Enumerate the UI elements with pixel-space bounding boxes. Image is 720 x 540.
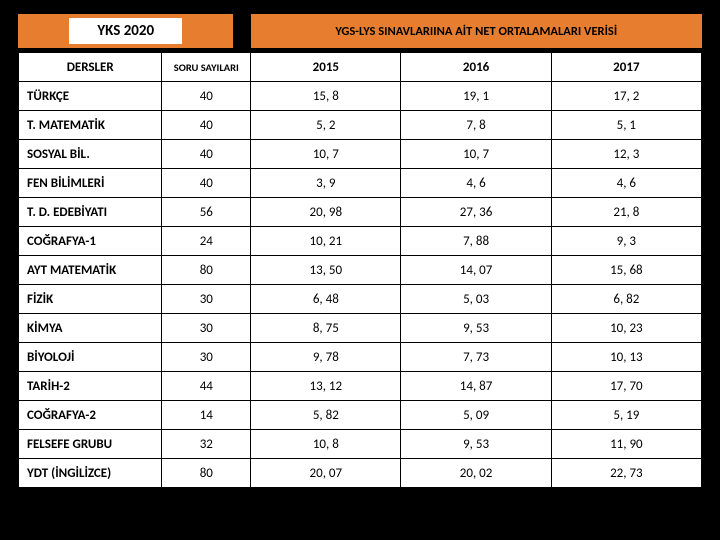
cell-value: 40 [162, 140, 251, 169]
cell-value: 5, 19 [551, 401, 701, 430]
cell-value: 6, 48 [251, 285, 401, 314]
cell-value: 9, 53 [401, 430, 551, 459]
cell-value: 5, 03 [401, 285, 551, 314]
table-row: YDT (İNGİLİZCE)8020, 0720, 0222, 73 [19, 459, 702, 488]
cell-value: 7, 8 [401, 111, 551, 140]
cell-value: 30 [162, 285, 251, 314]
header-right: YGS-LYS SINAVLARIINA AİT NET ORTALAMALAR… [251, 14, 702, 48]
cell-value: 10, 7 [251, 140, 401, 169]
table-row: T. MATEMATİK405, 27, 85, 1 [19, 111, 702, 140]
cell-value: 22, 73 [551, 459, 701, 488]
cell-value: 14 [162, 401, 251, 430]
table-row: T. D. EDEBİYATI5620, 9827, 3621, 8 [19, 198, 702, 227]
cell-subject: FEN BİLİMLERİ [19, 169, 162, 198]
cell-subject: SOSYAL BİL. [19, 140, 162, 169]
cell-value: 9, 78 [251, 343, 401, 372]
cell-value: 80 [162, 256, 251, 285]
table-row: KİMYA308, 759, 5310, 23 [19, 314, 702, 343]
cell-value: 10, 21 [251, 227, 401, 256]
cell-subject: TARİH-2 [19, 372, 162, 401]
table-row: BİYOLOJİ309, 787, 7310, 13 [19, 343, 702, 372]
cell-value: 11, 90 [551, 430, 701, 459]
cell-subject: T. MATEMATİK [19, 111, 162, 140]
cell-value: 40 [162, 111, 251, 140]
cell-value: 9, 53 [401, 314, 551, 343]
header-left: YKS 2020 [18, 14, 233, 48]
col-2016: 2016 [401, 53, 551, 82]
cell-value: 7, 73 [401, 343, 551, 372]
cell-value: 4, 6 [401, 169, 551, 198]
table-row: SOSYAL BİL.4010, 710, 712, 3 [19, 140, 702, 169]
cell-subject: YDT (İNGİLİZCE) [19, 459, 162, 488]
cell-value: 80 [162, 459, 251, 488]
cell-subject: T. D. EDEBİYATI [19, 198, 162, 227]
cell-value: 3, 9 [251, 169, 401, 198]
cell-value: 27, 36 [401, 198, 551, 227]
cell-value: 44 [162, 372, 251, 401]
cell-subject: AYT MATEMATİK [19, 256, 162, 285]
cell-value: 15, 68 [551, 256, 701, 285]
header-left-title: YKS 2020 [69, 18, 182, 44]
table-body: TÜRKÇE4015, 819, 117, 2T. MATEMATİK405, … [19, 82, 702, 488]
cell-value: 40 [162, 82, 251, 111]
table-row: TÜRKÇE4015, 819, 117, 2 [19, 82, 702, 111]
cell-subject: TÜRKÇE [19, 82, 162, 111]
table-row: FELSEFE GRUBU3210, 89, 5311, 90 [19, 430, 702, 459]
cell-subject: COĞRAFYA-1 [19, 227, 162, 256]
cell-value: 20, 07 [251, 459, 401, 488]
cell-value: 19, 1 [401, 82, 551, 111]
cell-value: 5, 2 [251, 111, 401, 140]
col-2017: 2017 [551, 53, 701, 82]
cell-value: 20, 98 [251, 198, 401, 227]
data-table: DERSLER SORU SAYILARI 2015 2016 2017 TÜR… [18, 52, 702, 488]
cell-value: 7, 88 [401, 227, 551, 256]
col-2015: 2015 [251, 53, 401, 82]
table-row: FEN BİLİMLERİ403, 94, 64, 6 [19, 169, 702, 198]
table-row: AYT MATEMATİK8013, 5014, 0715, 68 [19, 256, 702, 285]
cell-subject: FELSEFE GRUBU [19, 430, 162, 459]
cell-value: 5, 1 [551, 111, 701, 140]
cell-value: 5, 09 [401, 401, 551, 430]
table-row: FİZİK306, 485, 036, 82 [19, 285, 702, 314]
cell-value: 17, 2 [551, 82, 701, 111]
cell-value: 17, 70 [551, 372, 701, 401]
cell-subject: FİZİK [19, 285, 162, 314]
cell-value: 20, 02 [401, 459, 551, 488]
cell-value: 21, 8 [551, 198, 701, 227]
cell-value: 10, 23 [551, 314, 701, 343]
header-right-title: YGS-LYS SINAVLARIINA AİT NET ORTALAMALAR… [333, 24, 619, 39]
table-row: COĞRAFYA-12410, 217, 889, 3 [19, 227, 702, 256]
cell-value: 6, 82 [551, 285, 701, 314]
cell-value: 10, 8 [251, 430, 401, 459]
table-header-row: DERSLER SORU SAYILARI 2015 2016 2017 [19, 53, 702, 82]
cell-subject: KİMYA [19, 314, 162, 343]
cell-value: 13, 12 [251, 372, 401, 401]
cell-subject: COĞRAFYA-2 [19, 401, 162, 430]
cell-value: 10, 13 [551, 343, 701, 372]
cell-value: 10, 7 [401, 140, 551, 169]
cell-value: 14, 87 [401, 372, 551, 401]
cell-value: 4, 6 [551, 169, 701, 198]
header-gap [233, 14, 250, 48]
cell-value: 13, 50 [251, 256, 401, 285]
cell-value: 30 [162, 343, 251, 372]
cell-value: 32 [162, 430, 251, 459]
table-row: TARİH-24413, 1214, 8717, 70 [19, 372, 702, 401]
header-bar: YKS 2020 YGS-LYS SINAVLARIINA AİT NET OR… [18, 14, 702, 48]
cell-value: 40 [162, 169, 251, 198]
table-row: COĞRAFYA-2145, 825, 095, 19 [19, 401, 702, 430]
cell-value: 12, 3 [551, 140, 701, 169]
col-soru-sayilari: SORU SAYILARI [162, 53, 251, 82]
cell-value: 14, 07 [401, 256, 551, 285]
cell-value: 9, 3 [551, 227, 701, 256]
cell-value: 30 [162, 314, 251, 343]
cell-subject: BİYOLOJİ [19, 343, 162, 372]
col-dersler: DERSLER [19, 53, 162, 82]
cell-value: 56 [162, 198, 251, 227]
cell-value: 24 [162, 227, 251, 256]
cell-value: 15, 8 [251, 82, 401, 111]
cell-value: 5, 82 [251, 401, 401, 430]
page: YKS 2020 YGS-LYS SINAVLARIINA AİT NET OR… [0, 0, 720, 498]
cell-value: 8, 75 [251, 314, 401, 343]
